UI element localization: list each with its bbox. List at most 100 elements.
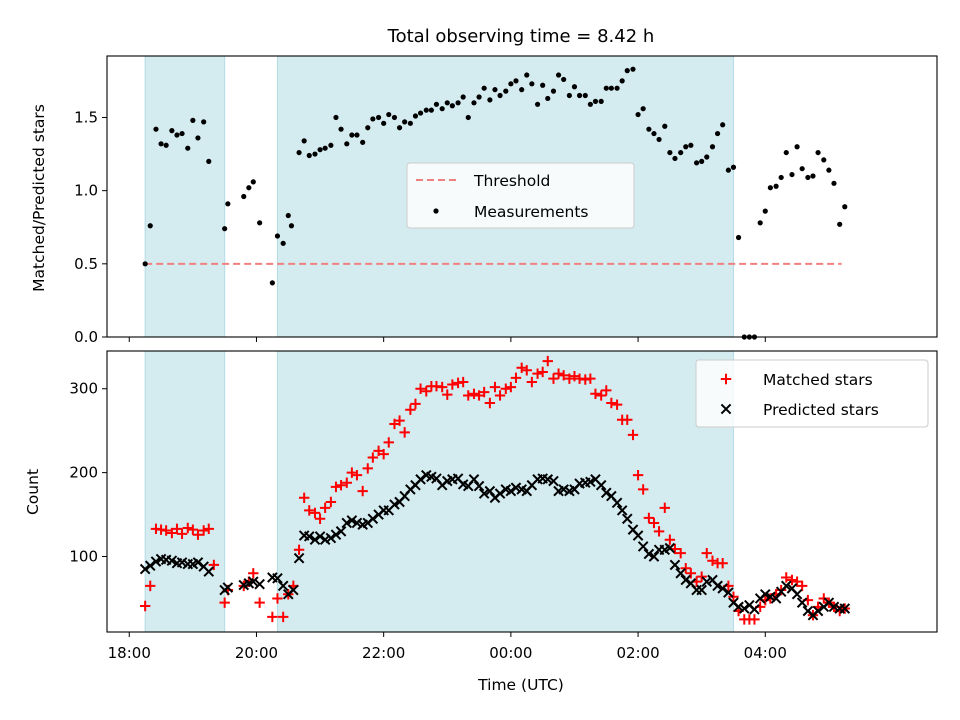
data-point (637, 541, 649, 552)
data-point (842, 204, 848, 210)
legend-predicted-swatch (720, 403, 732, 415)
data-point (269, 280, 275, 286)
data-point (367, 513, 379, 525)
data-point (471, 100, 477, 106)
data-point (171, 523, 183, 535)
observing-window (276, 350, 734, 633)
data-point (383, 437, 394, 448)
data-point (555, 72, 562, 78)
data-point (529, 81, 535, 87)
data-point (693, 160, 700, 166)
data-point (503, 88, 509, 94)
data-point (598, 98, 604, 104)
data-point (675, 547, 686, 559)
data-point (160, 525, 172, 536)
data-point (309, 534, 321, 546)
data-point (254, 597, 265, 608)
data-point (447, 379, 458, 390)
data-point (773, 183, 779, 189)
data-point (375, 114, 382, 121)
data-point (796, 597, 808, 608)
data-point (198, 525, 209, 536)
data-point (247, 576, 259, 587)
data-point (775, 584, 787, 596)
data-point (465, 114, 471, 121)
legend-predicted-label: Predicted stars (763, 401, 879, 419)
data-point (627, 429, 639, 441)
data-point (571, 84, 578, 90)
data-point (576, 92, 583, 99)
data-point (553, 368, 564, 379)
data-point (600, 487, 612, 499)
data-point (330, 481, 342, 493)
data-point (664, 534, 676, 545)
data-point (301, 138, 307, 144)
data-point (386, 111, 392, 118)
data-point (831, 180, 837, 186)
data-point (139, 600, 151, 612)
data-point (780, 580, 792, 592)
data-point (195, 135, 201, 141)
data-point (314, 531, 326, 542)
data-point (659, 502, 670, 514)
data-point (185, 145, 191, 151)
data-point (428, 107, 434, 113)
data-point (460, 94, 466, 100)
data-point (433, 101, 440, 107)
data-point (357, 485, 368, 497)
data-point (611, 497, 623, 509)
data-point (585, 373, 596, 384)
data-point (672, 155, 678, 162)
data-point (637, 484, 649, 495)
data-point (778, 174, 784, 181)
data-point (208, 559, 220, 571)
data-point (592, 98, 599, 104)
data-point (548, 373, 559, 384)
data-point (619, 78, 625, 84)
observing-window (144, 55, 226, 338)
data-point (767, 185, 773, 191)
data-point (611, 399, 623, 410)
y-tick-label: 0.0 (74, 328, 98, 346)
data-point (725, 167, 731, 173)
data-point (545, 95, 551, 102)
data-point (378, 448, 389, 460)
data-point (643, 548, 655, 560)
data-point (505, 381, 517, 393)
data-point (442, 389, 453, 400)
data-point (757, 220, 763, 226)
data-point (346, 515, 358, 526)
data-point (254, 578, 265, 590)
data-point (190, 117, 196, 123)
data-point (532, 368, 543, 379)
data-point (463, 390, 474, 401)
data-point (510, 372, 522, 384)
x-tick-label: 00:00 (489, 644, 532, 662)
data-point (680, 563, 691, 574)
data-point (272, 573, 283, 584)
data-point (285, 212, 291, 219)
data-point (274, 233, 281, 239)
data-point (314, 513, 326, 524)
data-point (582, 92, 588, 99)
data-point (616, 505, 628, 516)
data-point (730, 164, 737, 170)
data-point (712, 580, 723, 592)
data-point (762, 208, 768, 214)
data-point (415, 474, 426, 485)
data-point (500, 383, 511, 394)
data-point (423, 107, 429, 113)
plot-frame (106, 350, 938, 633)
data-point (791, 588, 803, 600)
data-point (344, 141, 350, 147)
y-tick-label: 1.0 (74, 182, 98, 200)
data-point (325, 532, 337, 544)
data-point (478, 488, 490, 499)
data-point (487, 97, 493, 103)
data-point (360, 139, 366, 145)
data-point (513, 78, 519, 84)
data-point (241, 193, 247, 200)
data-point (635, 111, 641, 118)
data-point (810, 173, 816, 179)
data-point (248, 568, 259, 579)
